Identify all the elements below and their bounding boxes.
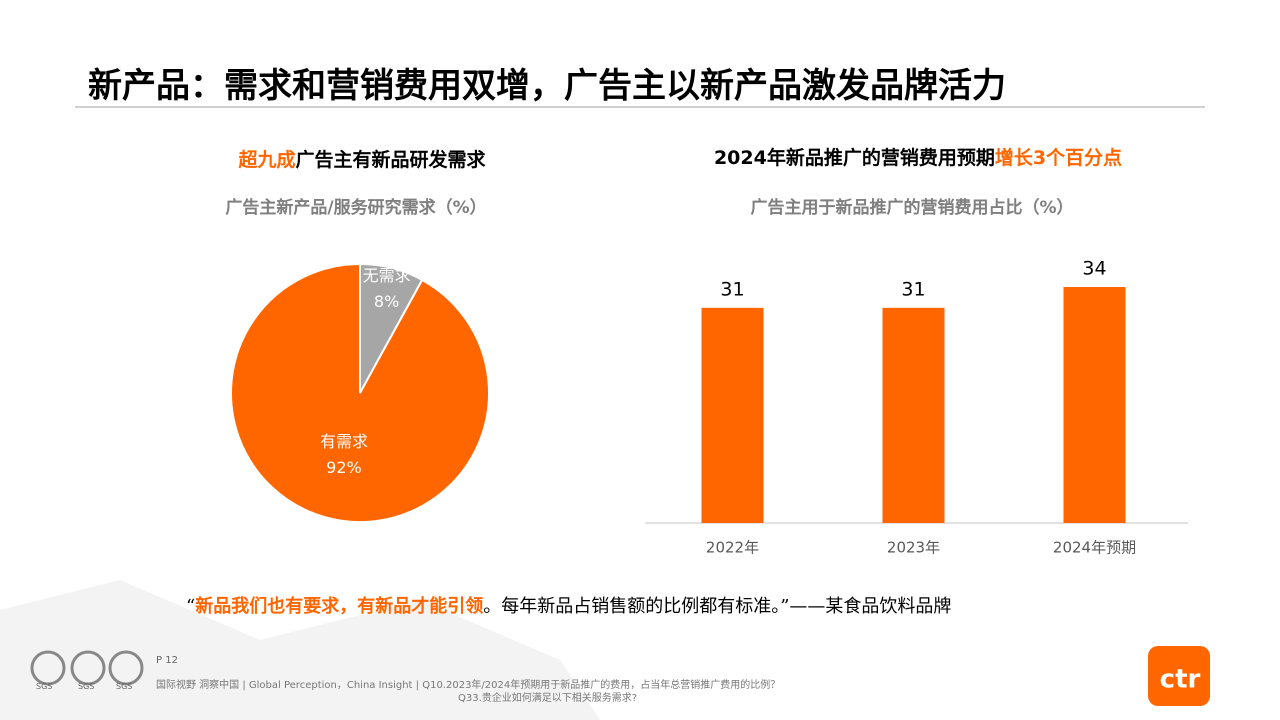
page-number: P 12 <box>156 655 178 666</box>
value-label: 31 <box>720 278 744 300</box>
slide-title: 新产品：需求和营销费用双增，广告主以新产品激发品牌活力 <box>88 66 1006 106</box>
source-note: Q33.贵企业如何满足以下相关服务需求? <box>458 693 638 704</box>
slice-value: 8% <box>374 292 399 311</box>
pie-slice <box>230 262 490 523</box>
badge-label: SGS <box>36 682 53 691</box>
chart-title: 2024年新品推广的营销费用预期增长3个百分点 <box>714 143 1122 170</box>
value-label: 31 <box>901 278 925 300</box>
x-tick-label: 2024年预期 <box>1053 539 1136 557</box>
title-text: 2024年新品推广的营销费用预期 <box>713 147 995 169</box>
badge-label: SGS <box>78 682 95 691</box>
title-highlight: 超九成 <box>238 149 296 171</box>
slice-label: 有需求 <box>320 432 368 451</box>
badges <box>30 650 144 686</box>
chart-title: 超九成广告主有新品研发需求 <box>238 145 485 172</box>
quote-text: 。每年新品占销售额的比例都有标准。” <box>483 596 790 617</box>
title-text: 广告主有新品研发需求 <box>295 149 486 171</box>
logo-box <box>1148 646 1210 706</box>
bar <box>701 307 764 523</box>
badge-label: SGS <box>116 682 133 691</box>
x-tick-label: 2023年 <box>887 539 940 557</box>
quote-source: ——某食品饮料品牌 <box>789 596 952 617</box>
bar <box>1063 287 1126 523</box>
title-highlight: 增长3个百分点 <box>994 147 1123 169</box>
source-note: 国际视野 洞察中国 | Global Perception，China Insi… <box>156 680 781 691</box>
quote-open: “ <box>186 596 196 617</box>
quote: “新品我们也有要求，有新品才能引领。每年新品占销售额的比例都有标准。”——某食品… <box>186 592 951 618</box>
chart-subtitle: 广告主新产品/服务研究需求（%） <box>225 198 487 218</box>
value-label: 34 <box>1082 258 1106 280</box>
slice-label: 无需求 <box>363 266 411 285</box>
chart-subtitle: 广告主用于新品推广的营销费用占比（%） <box>750 198 1074 218</box>
bar <box>882 307 945 523</box>
logo: ctr <box>1160 665 1201 695</box>
quote-highlight: 新品我们也有要求，有新品才能引领 <box>195 596 484 617</box>
x-tick-label: 2022年 <box>706 539 759 557</box>
slice-value: 92% <box>326 458 362 477</box>
decor <box>0 580 600 720</box>
